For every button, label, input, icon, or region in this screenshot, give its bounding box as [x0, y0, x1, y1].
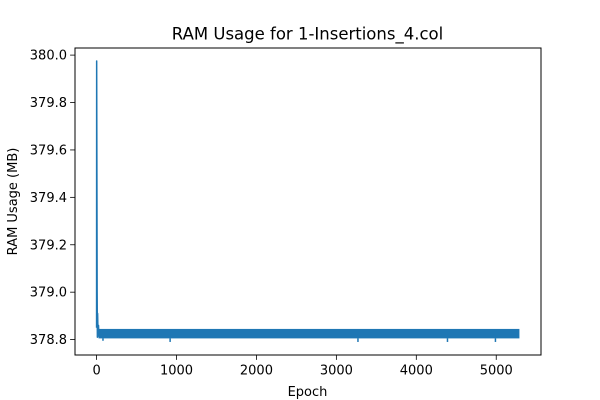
y-tick-label: 379.4 [30, 191, 67, 206]
chart-title: RAM Usage for 1-Insertions_4.col [172, 25, 443, 45]
x-axis-label: Epoch [288, 385, 328, 400]
x-tick-label: 3000 [320, 364, 353, 379]
axis-ticks: 0 1000 2000 3000 4000 5000 378.8 379.0 379.2 379.… [30, 49, 513, 379]
x-tick-label: 2000 [240, 364, 273, 379]
series-steady-band [98, 328, 520, 339]
y-tick-label: 379.6 [30, 143, 67, 158]
y-tick-label: 379.2 [30, 238, 67, 253]
x-tick-label: 0 [92, 364, 100, 379]
series-initial-spike [95, 60, 100, 338]
plot-area [95, 60, 520, 342]
series-0 [95, 60, 520, 342]
x-tick-label: 4000 [400, 364, 433, 379]
y-tick-label: 379.0 [30, 286, 67, 301]
y-tick-label: 380.0 [30, 49, 67, 64]
x-tick-label: 1000 [160, 364, 193, 379]
plot-frame [74, 47, 542, 356]
y-tick-label: 378.8 [30, 333, 67, 348]
y-tick-label: 379.8 [30, 96, 67, 111]
x-tick-label: 5000 [480, 364, 513, 379]
y-axis-label: RAM Usage (MB) [6, 148, 21, 256]
